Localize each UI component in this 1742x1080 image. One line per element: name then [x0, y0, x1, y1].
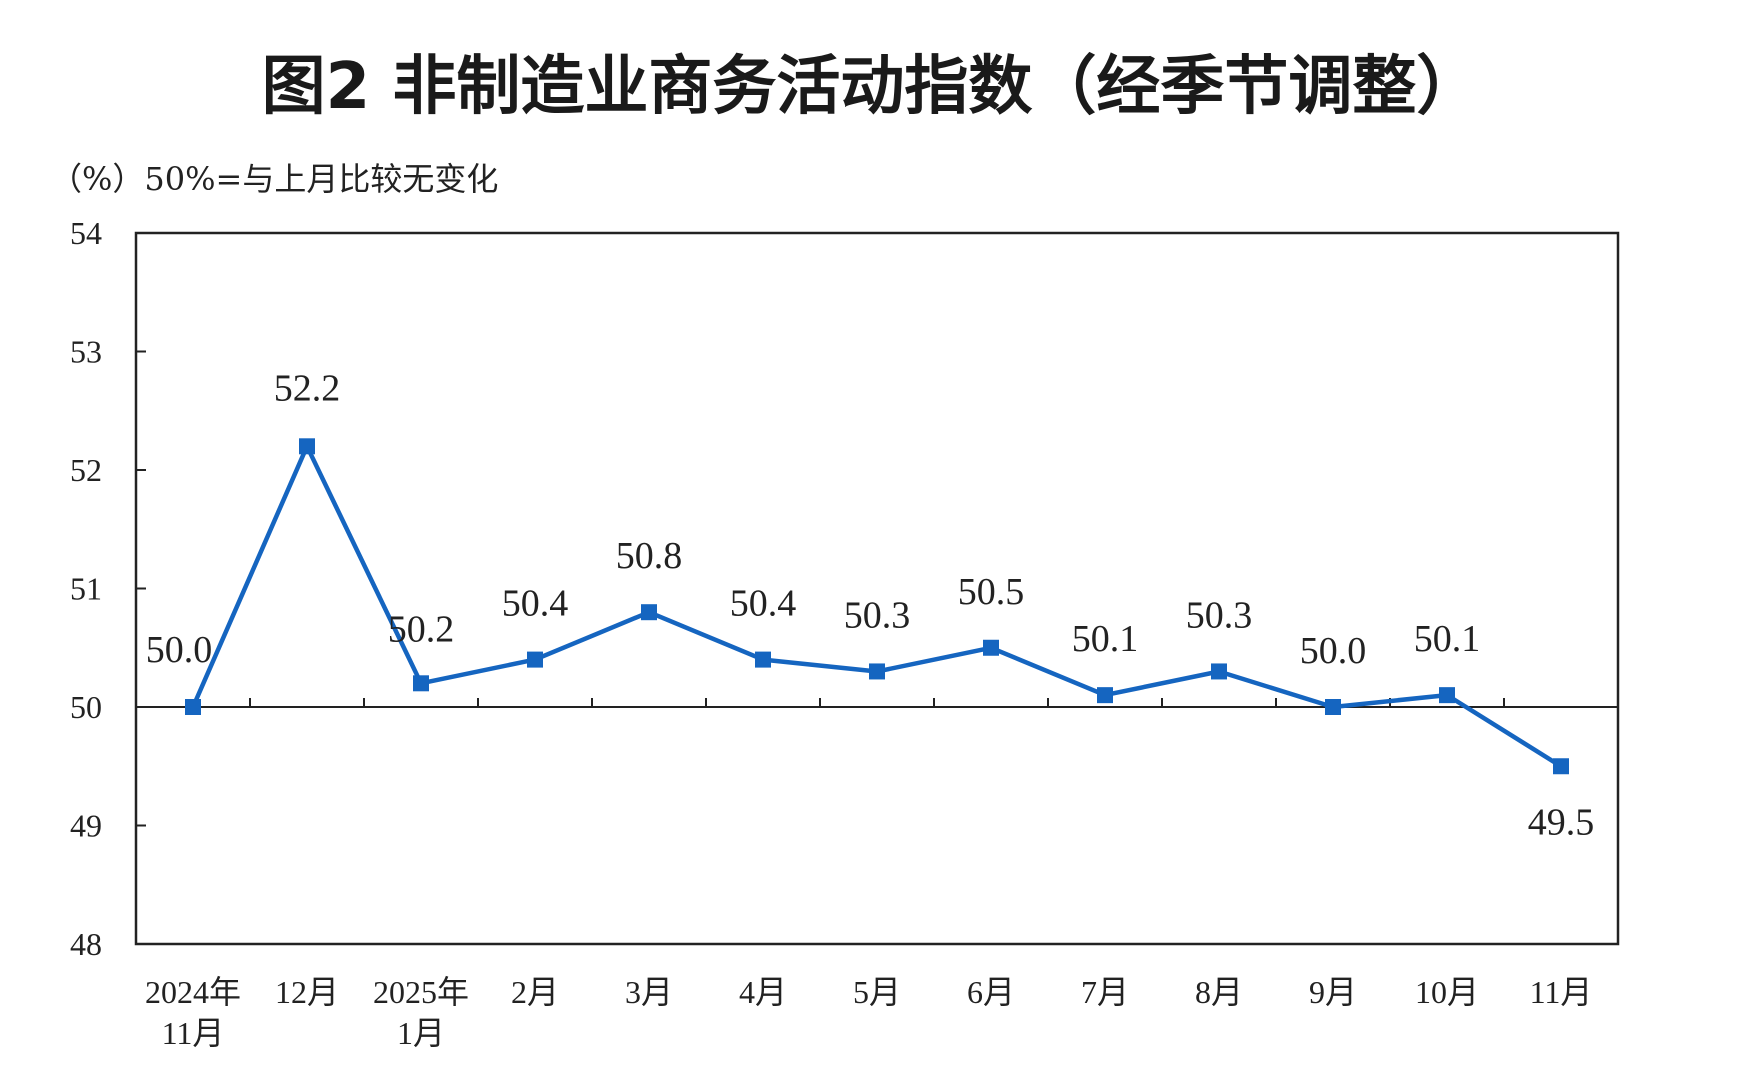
x-tick-label: 11月: [1530, 974, 1593, 1010]
x-tick-label: 2024年: [145, 974, 241, 1010]
data-label: 50.1: [1072, 618, 1139, 660]
x-tick-label: 2月: [511, 974, 559, 1010]
data-point-marker: [1553, 758, 1569, 775]
x-tick-label: 4月: [739, 974, 787, 1010]
x-axis: 2024年 11月 12月 2025年 1月 2月 3月 4月 5月 6月 7月 8月 9月 10月 11月: [145, 974, 1592, 1051]
data-point-marker: [1097, 687, 1113, 704]
data-label: 50.1: [1414, 618, 1481, 660]
data-point-marker: [299, 438, 315, 455]
x-tick-label: 7月: [1081, 974, 1129, 1010]
x-tick-label: 12月: [275, 974, 339, 1010]
data-label: 50.3: [1186, 594, 1253, 636]
y-tick-label: 50: [70, 689, 102, 725]
x-tick-label: 1月: [397, 1015, 445, 1051]
data-label: 50.3: [844, 594, 911, 636]
data-point-marker: [755, 651, 771, 668]
x-tick-label: 8月: [1195, 974, 1243, 1010]
y-tick-label: 54: [70, 215, 102, 251]
data-label: 50.4: [502, 583, 569, 625]
data-label: 50.0: [146, 629, 213, 671]
data-label: 50.2: [388, 608, 455, 650]
data-point-marker: [1211, 663, 1227, 680]
data-label: 52.2: [274, 367, 341, 409]
reference-line-group: [136, 698, 1618, 708]
data-label: 50.5: [958, 571, 1025, 613]
data-point-marker: [1325, 699, 1341, 715]
data-label: 50.4: [730, 583, 797, 625]
data-labels: 50.0 52.2 50.2 50.4 50.8 50.4 50.3 50.5 50.1 50.3…: [146, 367, 1595, 843]
series-group: [185, 438, 1569, 775]
x-tick-label: 11月: [162, 1015, 225, 1051]
x-tick-label: 2025年: [373, 974, 469, 1010]
y-tick-label: 49: [70, 808, 102, 844]
chart-title: 图2 非制造业商务活动指数（经季节调整）: [262, 50, 1481, 124]
plot-frame: [134, 231, 1620, 946]
x-tick-label: 9月: [1309, 974, 1357, 1010]
y-unit-note: （%）50%=与上月比较无变化: [50, 160, 498, 198]
x-tick-label: 3月: [625, 974, 673, 1010]
data-point-marker: [413, 675, 429, 692]
data-label: 50.0: [1300, 630, 1367, 672]
x-tick-label: 10月: [1415, 974, 1479, 1010]
data-point-marker: [869, 663, 885, 680]
y-tick-label: 51: [70, 571, 102, 607]
y-axis: 48 49 50 51 52 53 54: [70, 215, 146, 962]
data-point-marker: [983, 639, 999, 656]
data-point-marker: [185, 699, 201, 715]
y-tick-label: 52: [70, 452, 102, 488]
y-tick-label: 48: [70, 926, 102, 962]
data-point-marker: [641, 604, 657, 621]
data-label: 50.8: [616, 535, 683, 577]
data-point-marker: [1439, 687, 1455, 704]
data-label: 49.5: [1528, 801, 1595, 843]
y-tick-label: 53: [70, 334, 102, 370]
x-tick-label: 5月: [853, 974, 901, 1010]
data-point-marker: [527, 651, 543, 668]
x-tick-label: 6月: [967, 974, 1015, 1010]
